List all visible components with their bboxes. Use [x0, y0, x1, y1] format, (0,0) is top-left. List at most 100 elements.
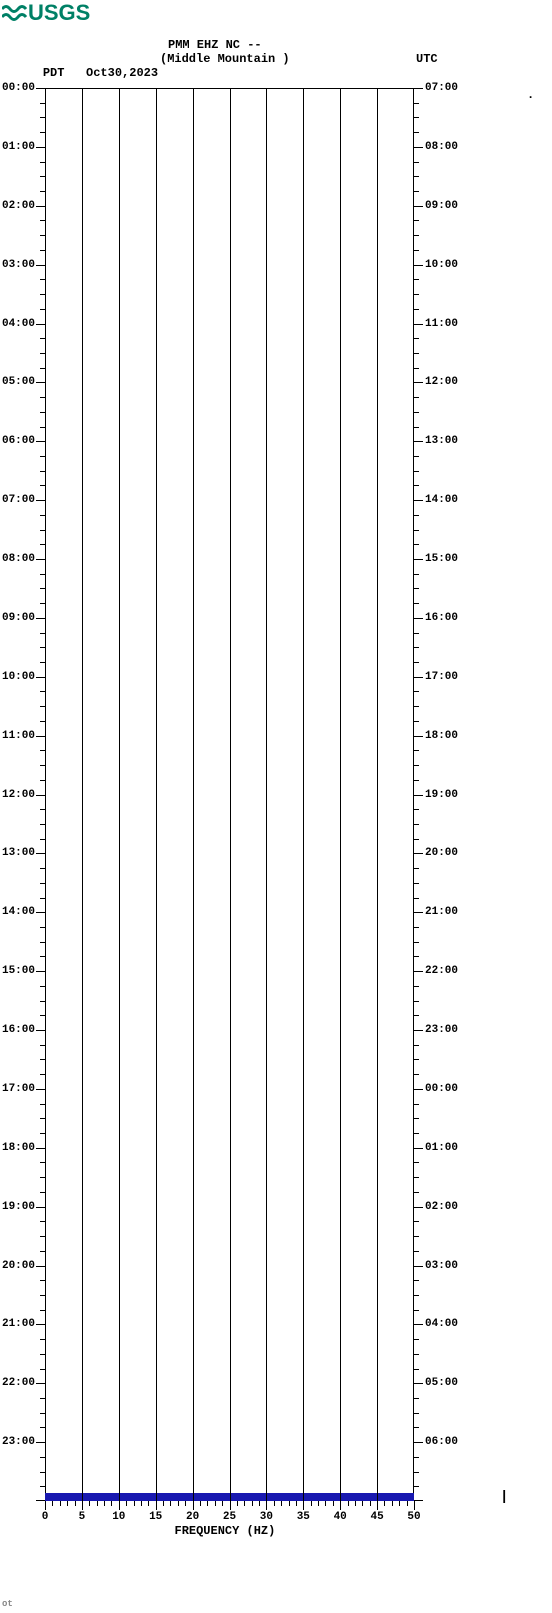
axis-tick: [414, 1148, 423, 1149]
axis-tick: [40, 603, 45, 604]
y-label-left: 14:00: [2, 906, 35, 918]
y-label-left: 04:00: [2, 318, 35, 330]
axis-tick: [414, 912, 423, 913]
axis-tick: [36, 265, 45, 266]
axis-tick: [36, 677, 45, 678]
axis-tick: [414, 750, 419, 751]
axis-tick: [414, 853, 423, 854]
y-label-right: 21:00: [425, 906, 458, 918]
gridline-vertical: [193, 88, 194, 1501]
axis-tick: [414, 1413, 419, 1414]
axis-tick: [414, 1074, 419, 1075]
x-axis-label: 30: [260, 1511, 273, 1523]
usgs-logo-text: USGS: [28, 0, 90, 26]
axis-tick: [40, 1486, 45, 1487]
axis-tick: [414, 1486, 419, 1487]
axis-tick: [36, 1089, 45, 1090]
axis-tick: [414, 338, 419, 339]
y-label-left: 16:00: [2, 1024, 35, 1036]
x-axis-label: 15: [149, 1511, 162, 1523]
x-axis-tick: [230, 1501, 231, 1510]
axis-tick: [40, 662, 45, 663]
x-axis-tick: [178, 1501, 179, 1506]
axis-tick: [414, 1030, 423, 1031]
x-axis-tick: [207, 1501, 208, 1506]
axis-tick: [40, 250, 45, 251]
stray-bottom-left: ot: [2, 1599, 13, 1609]
axis-tick: [414, 736, 423, 737]
gridline-vertical: [377, 88, 378, 1501]
axis-tick: [414, 309, 419, 310]
axis-tick: [40, 1413, 45, 1414]
x-axis-tick: [82, 1501, 83, 1510]
x-axis-label: 45: [370, 1511, 383, 1523]
axis-tick: [414, 324, 423, 325]
axis-tick: [414, 971, 423, 972]
x-axis-tick: [318, 1501, 319, 1506]
x-axis-tick: [259, 1501, 260, 1506]
axis-tick: [40, 191, 45, 192]
x-axis-tick: [296, 1501, 297, 1506]
x-axis-tick: [274, 1501, 275, 1506]
axis-tick: [414, 1118, 419, 1119]
axis-tick: [414, 1207, 423, 1208]
axis-tick: [40, 1001, 45, 1002]
x-axis-tick: [237, 1501, 238, 1506]
y-label-left: 08:00: [2, 553, 35, 565]
axis-tick: [40, 176, 45, 177]
y-label-right: 10:00: [425, 259, 458, 271]
axis-tick: [40, 1295, 45, 1296]
y-label-right: 23:00: [425, 1024, 458, 1036]
axis-tick: [40, 162, 45, 163]
x-axis-tick: [340, 1501, 341, 1510]
axis-tick: [414, 1192, 419, 1193]
axis-tick: [414, 1295, 419, 1296]
axis-tick: [414, 706, 419, 707]
y-label-right: 05:00: [425, 1377, 458, 1389]
axis-tick: [414, 780, 419, 781]
x-axis-tick: [266, 1501, 267, 1510]
y-label-right: 04:00: [425, 1318, 458, 1330]
y-label-left: 22:00: [2, 1377, 35, 1389]
axis-tick: [36, 912, 45, 913]
gridline-vertical: [303, 88, 304, 1501]
axis-tick: [414, 883, 419, 884]
axis-tick: [414, 1045, 419, 1046]
axis-tick: [414, 1162, 419, 1163]
axis-tick: [414, 220, 419, 221]
axis-tick: [414, 1354, 419, 1355]
axis-tick: [40, 1369, 45, 1370]
y-label-right: 13:00: [425, 435, 458, 447]
x-axis-tick: [104, 1501, 105, 1506]
axis-tick: [414, 279, 419, 280]
axis-tick: [40, 471, 45, 472]
axis-tick: [40, 824, 45, 825]
y-label-right: 08:00: [425, 141, 458, 153]
axis-tick: [40, 1104, 45, 1105]
x-axis-tick: [281, 1501, 282, 1506]
y-label-left: 02:00: [2, 200, 35, 212]
axis-tick: [40, 485, 45, 486]
axis-tick: [36, 971, 45, 972]
axis-tick: [414, 1266, 423, 1267]
axis-tick: [414, 603, 419, 604]
x-axis-tick: [222, 1501, 223, 1506]
axis-tick: [414, 633, 419, 634]
axis-tick: [36, 1207, 45, 1208]
axis-tick: [414, 1442, 423, 1443]
axis-tick: [414, 1369, 419, 1370]
axis-tick: [414, 530, 419, 531]
y-label-right: 06:00: [425, 1436, 458, 1448]
axis-tick: [414, 559, 423, 560]
axis-tick: [414, 1339, 419, 1340]
axis-tick: [40, 235, 45, 236]
axis-tick: [40, 765, 45, 766]
axis-tick: [40, 1251, 45, 1252]
axis-tick: [36, 1030, 45, 1031]
axis-tick: [40, 1177, 45, 1178]
gridline-vertical: [119, 88, 120, 1501]
axis-tick: [40, 1118, 45, 1119]
gridline-vertical: [82, 88, 83, 1501]
axis-tick: [40, 1221, 45, 1222]
x-axis-title: FREQUENCY (HZ): [175, 1524, 276, 1538]
